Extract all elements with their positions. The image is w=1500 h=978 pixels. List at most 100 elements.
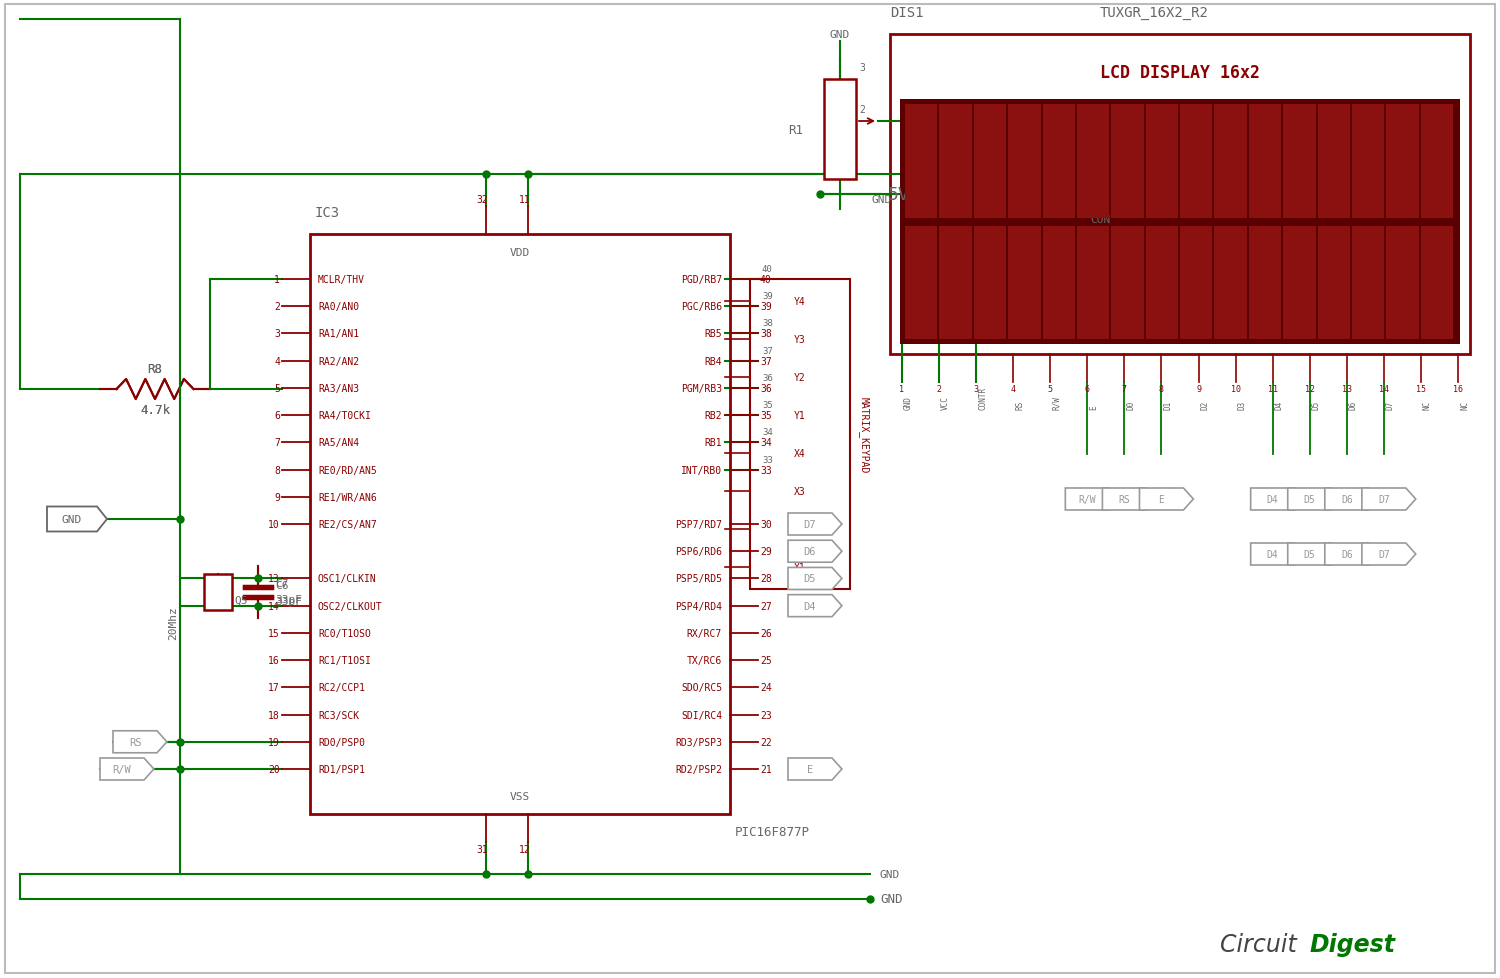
Text: TUXGR_16X2_R2: TUXGR_16X2_R2 — [1100, 6, 1209, 20]
Text: 17: 17 — [268, 683, 280, 692]
Text: R/W: R/W — [1078, 495, 1096, 505]
Text: OSC1/CLKIN: OSC1/CLKIN — [318, 574, 376, 584]
Text: D5: D5 — [1311, 400, 1320, 410]
Bar — [1215, 226, 1246, 339]
Text: IC3: IC3 — [315, 205, 340, 220]
Text: PSP6/RD6: PSP6/RD6 — [675, 547, 722, 556]
Text: RE0/RD/AN5: RE0/RD/AN5 — [318, 466, 376, 475]
Text: D6: D6 — [1348, 400, 1358, 410]
Bar — [1112, 105, 1143, 218]
Text: 19: 19 — [268, 737, 280, 747]
Text: RS: RS — [129, 737, 141, 747]
Text: 12: 12 — [519, 844, 531, 854]
Text: 6: 6 — [274, 411, 280, 421]
Text: 2: 2 — [859, 105, 865, 114]
Text: SDO/RC5: SDO/RC5 — [681, 683, 722, 692]
Bar — [1146, 226, 1178, 339]
Text: R8: R8 — [147, 363, 162, 376]
Text: 36: 36 — [760, 383, 771, 393]
Text: X4: X4 — [794, 449, 806, 459]
Bar — [1008, 226, 1041, 339]
Text: 3: 3 — [859, 63, 865, 73]
Text: C6: C6 — [274, 581, 288, 591]
Text: 32: 32 — [477, 195, 489, 204]
Polygon shape — [1287, 488, 1341, 511]
Bar — [939, 226, 972, 339]
Text: D7: D7 — [1386, 400, 1395, 410]
Bar — [310, 235, 730, 814]
Text: D5: D5 — [1304, 550, 1316, 559]
Text: RB2: RB2 — [705, 411, 722, 421]
Text: 33: 33 — [762, 455, 772, 465]
Text: 12: 12 — [1305, 384, 1314, 393]
Text: CONTR: CONTR — [978, 386, 987, 410]
Bar — [1180, 226, 1212, 339]
Text: 31: 31 — [477, 844, 489, 854]
Text: VDD: VDD — [510, 247, 530, 258]
Text: Y4: Y4 — [794, 296, 806, 307]
Polygon shape — [1140, 488, 1194, 511]
Text: 20Mhz: 20Mhz — [168, 605, 178, 640]
Text: 27: 27 — [760, 601, 771, 611]
Text: GND: GND — [62, 514, 82, 524]
Bar — [1008, 105, 1041, 218]
Text: 25: 25 — [760, 655, 771, 665]
Bar — [750, 280, 850, 590]
Text: 13: 13 — [268, 574, 280, 584]
Text: 30: 30 — [760, 519, 771, 529]
Text: RX/RC7: RX/RC7 — [687, 628, 722, 639]
Text: RB1: RB1 — [705, 438, 722, 448]
Text: C7: C7 — [274, 578, 288, 588]
Text: Q5: Q5 — [234, 596, 248, 605]
Text: 34: 34 — [760, 438, 771, 448]
Text: RD2/PSP2: RD2/PSP2 — [675, 764, 722, 775]
Bar — [1042, 105, 1076, 218]
Bar — [974, 105, 1006, 218]
Text: X3: X3 — [794, 486, 806, 497]
Polygon shape — [1362, 544, 1416, 565]
Text: RE2/CS/AN7: RE2/CS/AN7 — [318, 519, 376, 529]
Text: NC: NC — [1460, 400, 1468, 410]
Text: 26: 26 — [760, 628, 771, 639]
Bar — [1352, 226, 1384, 339]
Text: Y1: Y1 — [794, 411, 806, 421]
Text: 40: 40 — [760, 275, 771, 285]
Text: PSP5/RD5: PSP5/RD5 — [675, 574, 722, 584]
Text: RB4: RB4 — [705, 356, 722, 367]
Text: 38: 38 — [760, 330, 771, 339]
Text: RD0/PSP0: RD0/PSP0 — [318, 737, 364, 747]
Text: 11: 11 — [519, 195, 531, 204]
Polygon shape — [1324, 488, 1378, 511]
Bar — [1042, 226, 1076, 339]
Text: 15: 15 — [1416, 384, 1426, 393]
Text: 11: 11 — [1268, 384, 1278, 393]
Text: 37: 37 — [762, 346, 772, 355]
Bar — [1112, 226, 1143, 339]
Text: 9: 9 — [1196, 384, 1202, 393]
Bar — [1386, 105, 1419, 218]
Text: RC0/T1OSO: RC0/T1OSO — [318, 628, 370, 639]
Text: R1: R1 — [789, 123, 804, 136]
Text: 16: 16 — [268, 655, 280, 665]
Text: RC3/SCK: RC3/SCK — [318, 710, 358, 720]
Polygon shape — [1287, 544, 1341, 565]
Text: 34: 34 — [762, 428, 772, 437]
Text: 14: 14 — [268, 601, 280, 611]
Text: D6: D6 — [804, 547, 816, 556]
Text: 28: 28 — [760, 574, 771, 584]
Polygon shape — [788, 541, 842, 562]
Text: R/W: R/W — [1053, 396, 1062, 410]
Text: D4: D4 — [1268, 495, 1278, 505]
Text: 21: 21 — [760, 764, 771, 775]
Text: 20: 20 — [268, 764, 280, 775]
Bar — [974, 226, 1006, 339]
Text: 4.7k: 4.7k — [140, 404, 170, 417]
Text: 36: 36 — [762, 374, 772, 382]
Polygon shape — [1324, 544, 1378, 565]
Text: PGD/RB7: PGD/RB7 — [681, 275, 722, 285]
Polygon shape — [1065, 488, 1119, 511]
Text: D4: D4 — [804, 601, 816, 611]
Text: PSP7/RD7: PSP7/RD7 — [675, 519, 722, 529]
Polygon shape — [1251, 544, 1305, 565]
Text: 29: 29 — [760, 547, 771, 556]
